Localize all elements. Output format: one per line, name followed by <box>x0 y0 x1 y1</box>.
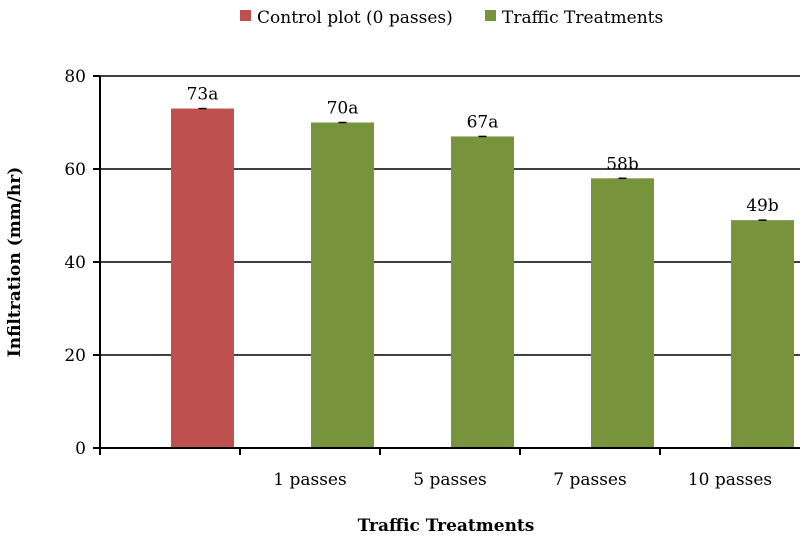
y-tick-label: 60 <box>64 160 86 180</box>
bar <box>451 136 514 448</box>
data-label: 70a <box>327 99 359 119</box>
bars: 73a 70a 67a 58b 49b <box>171 85 794 449</box>
data-label: 67a <box>467 112 499 132</box>
y-tick-label: 80 <box>64 67 86 87</box>
y-axis-label: Infiltration (mm/hr) <box>5 167 25 357</box>
legend-swatch <box>240 10 251 21</box>
x-tick-label: 10 passes <box>688 470 772 490</box>
bar <box>171 108 234 449</box>
x-tick-label: 7 passes <box>553 470 626 490</box>
x-tick-label: 1 passes <box>273 470 346 490</box>
axes: 0 20 40 60 80 1 passes 5 passes 7 passes 10 pass… <box>64 67 800 490</box>
bar <box>591 178 654 449</box>
data-label: 58b <box>606 154 639 174</box>
bar <box>731 220 794 448</box>
y-tick-label: 20 <box>64 346 86 366</box>
x-tick-label: 5 passes <box>413 470 486 490</box>
legend-label: Control plot (0 passes) <box>257 8 453 28</box>
legend-swatch <box>485 10 496 21</box>
y-tick-label: 0 <box>75 439 86 459</box>
data-label: 73a <box>187 85 219 105</box>
legend: Control plot (0 passes) Traffic Treatment… <box>240 8 663 28</box>
bar <box>311 122 374 448</box>
legend-label: Traffic Treatments <box>502 8 663 28</box>
y-tick-label: 40 <box>64 253 86 273</box>
x-axis-label: Traffic Treatments <box>358 516 535 536</box>
data-label: 49b <box>746 196 779 216</box>
